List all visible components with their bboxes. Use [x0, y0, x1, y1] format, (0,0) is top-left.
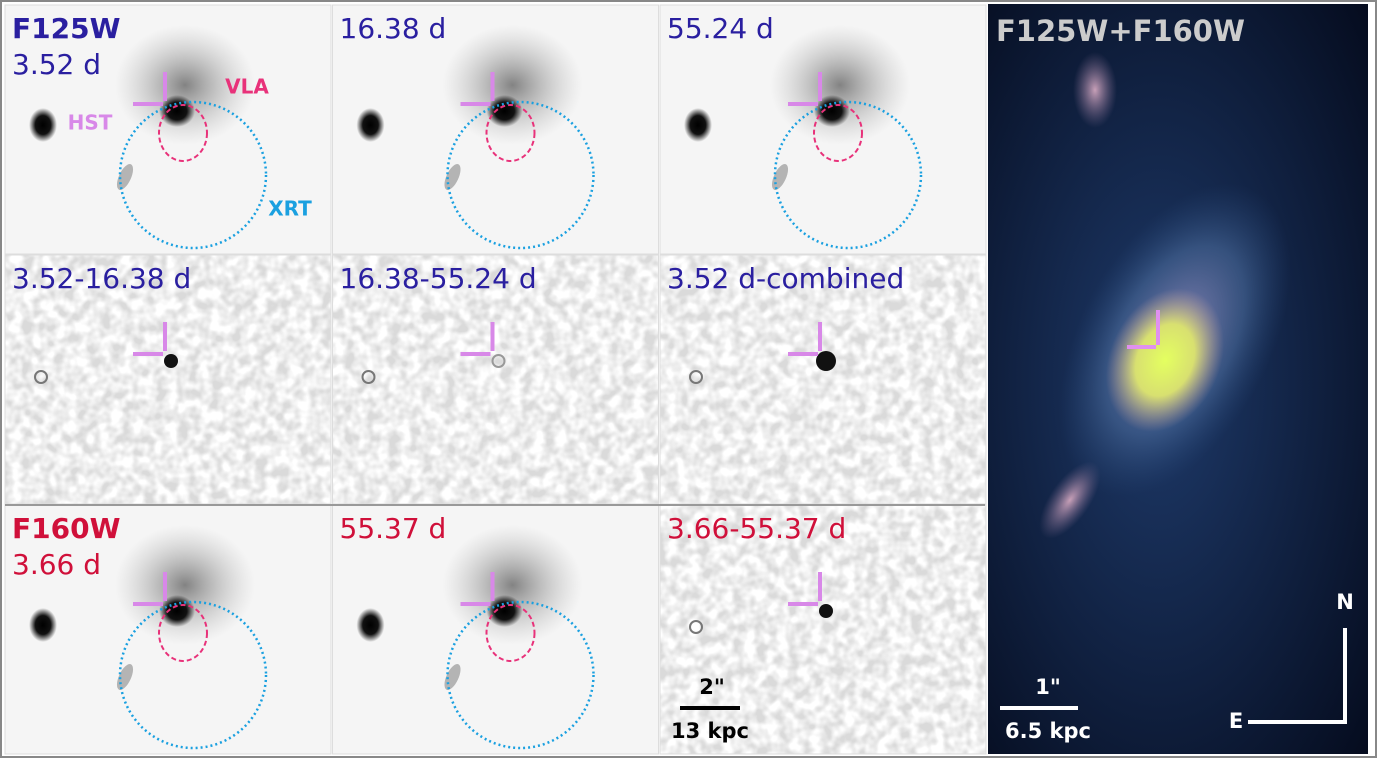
panel: 3.52-16.38 d [4, 254, 332, 505]
panel-label: 3.52 d [12, 48, 101, 81]
residual [689, 620, 703, 634]
halo [442, 25, 583, 145]
panel: 55.37 d [332, 504, 659, 755]
panel-label: 3.52 d-combined [667, 262, 904, 295]
scale-distance: 13 kpc [671, 719, 749, 743]
compass-east: E [1229, 709, 1243, 733]
scale-angle: 2" [699, 675, 725, 699]
panel-border [659, 4, 987, 255]
noise [660, 505, 986, 754]
vla-error [158, 604, 208, 662]
panel-image [332, 505, 659, 754]
vla-error [485, 604, 536, 662]
xrt-error [773, 100, 923, 250]
panel-image [332, 255, 659, 504]
panel-image [660, 255, 986, 504]
panel: 16.38-55.24 d [332, 254, 659, 505]
panel-label: F160W [12, 512, 121, 545]
noise [660, 255, 986, 504]
panel-image [660, 5, 986, 254]
panel-image [5, 505, 331, 754]
annotation-hst: HST [68, 111, 113, 135]
companion [29, 608, 57, 642]
companion [356, 108, 385, 142]
panel-label: 16.38 d [340, 12, 447, 45]
panel-border [332, 4, 659, 255]
panel: 55.24 d [659, 4, 987, 255]
noise [332, 255, 659, 504]
panel-image [5, 5, 331, 254]
vla-error [813, 104, 863, 162]
panel-label: 55.24 d [667, 12, 774, 45]
panel-label: 55.37 d [340, 512, 447, 545]
halo [115, 525, 255, 645]
panel: 3.52 d-combined [659, 254, 987, 505]
residual [689, 370, 703, 384]
noise [5, 255, 331, 504]
vla-error [158, 104, 208, 162]
panel-image [660, 505, 986, 754]
annotation-vla: VLA [225, 75, 269, 99]
xrt-error [118, 600, 268, 750]
color-title: F125W+F160W [996, 14, 1245, 48]
panel-border [4, 4, 332, 255]
transient [164, 354, 178, 368]
companion [356, 608, 385, 642]
halo [115, 25, 255, 145]
scale-distance: 6.5 kpc [1005, 719, 1091, 743]
transient [491, 354, 506, 368]
companion [29, 108, 57, 142]
halo [770, 25, 910, 145]
xrt-error [118, 100, 268, 250]
xrt-error [446, 600, 595, 750]
annotation-xrt: XRT [268, 197, 312, 221]
panel-label: 3.66 d [12, 548, 101, 581]
xrt-error [446, 100, 595, 250]
panel-image [332, 5, 659, 254]
panel-label: 3.52-16.38 d [12, 262, 191, 295]
companion [684, 108, 712, 142]
panel-label: 16.38-55.24 d [340, 262, 537, 295]
panel: 16.38 d [332, 4, 659, 255]
residual [34, 370, 48, 384]
transient [819, 604, 833, 618]
panel: 3.66-55.37 d [659, 504, 987, 755]
vla-error [485, 104, 536, 162]
panel-label: F125W [12, 12, 121, 45]
compass-north: N [1336, 590, 1354, 614]
residual [361, 370, 376, 384]
scale-angle: 1" [1035, 675, 1061, 699]
panel-image [5, 255, 331, 504]
transient [816, 351, 836, 371]
color-panel: F125W+F160W 1" 6.5 kpc N E [988, 4, 1368, 754]
halo [442, 525, 583, 645]
panel-label: 3.66-55.37 d [667, 512, 846, 545]
